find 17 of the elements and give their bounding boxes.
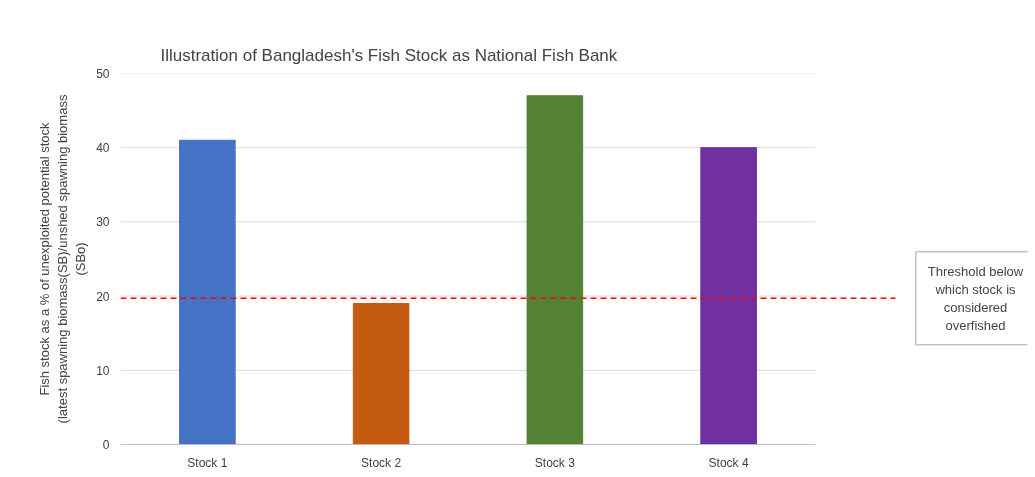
- x-tick-label: Stock 3: [534, 455, 576, 470]
- y-tick-label: 40: [96, 141, 110, 156]
- bar: [179, 139, 236, 445]
- y-tick-label: 50: [96, 67, 110, 81]
- y-tick-label: 20: [96, 289, 110, 304]
- x-tick-label: Stock 2: [361, 455, 402, 470]
- bar: [700, 147, 757, 445]
- bar: [352, 303, 410, 445]
- y-tick-label: 0: [102, 438, 110, 452]
- x-tick-label: Stock 1: [187, 455, 228, 470]
- bar: [526, 95, 584, 445]
- y-tick-label: 30: [96, 215, 110, 230]
- y-axis-title: Fish stock as a % of unexploited potential stock (latest spawning biomass(SB)/unshed spawning biomass (SBo): [37, 94, 89, 424]
- y-tick-label: 10: [96, 363, 110, 378]
- ref-line-label: Threshold below which stock is considered overfished: [927, 263, 1024, 333]
- chart-title: Illustration of Bangladesh's Fish Stock as National Fish Bank: [160, 45, 618, 65]
- x-tick-label: Stock 4: [708, 455, 749, 470]
